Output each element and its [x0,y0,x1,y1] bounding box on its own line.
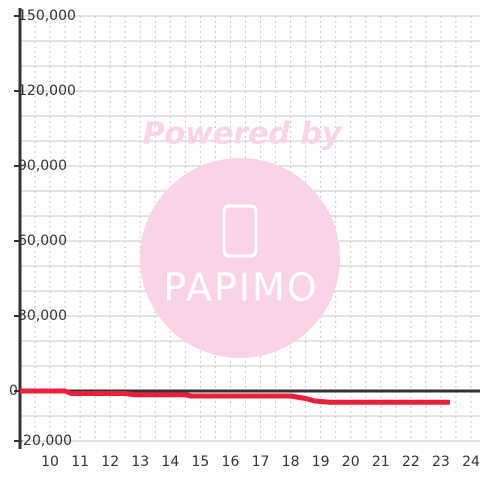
x-tick-label: 21 [372,454,390,470]
x-tick-label: 13 [131,454,149,470]
x-tick-label: 22 [402,454,420,470]
x-tick-label: 17 [252,454,270,470]
watermark-circle [140,158,340,358]
x-tick-label: 12 [101,454,119,470]
x-tick-label: 19 [312,454,330,470]
x-tick-label: 11 [71,454,89,470]
phone-icon [222,204,258,258]
x-tick-label: 24 [462,454,480,470]
x-tick-label: 20 [342,454,360,470]
watermark-logo: PAPIMO [163,266,318,310]
y-tick-label: 60,000 [18,233,67,249]
x-tick-label: 14 [161,454,179,470]
y-tick-label: 30,000 [18,308,67,324]
line [20,388,450,405]
x-tick-label: 10 [41,454,59,470]
y-tick-label: 150,000 [18,8,76,24]
plot [20,388,450,405]
grid [20,15,480,442]
x-tick-label: 15 [191,454,209,470]
x-tick-label: 18 [282,454,300,470]
y-tick-label: -20,000 [18,433,72,449]
watermark: Powered by PAPIMO [140,117,343,358]
y-tick-label: 90,000 [18,158,67,174]
y-tick-label: 120,000 [18,83,76,99]
watermark-text: Powered by [143,117,343,152]
y-tick-label: 0 [9,383,18,399]
x-tick-label: 16 [222,454,240,470]
x-tick-label: 23 [432,454,450,470]
